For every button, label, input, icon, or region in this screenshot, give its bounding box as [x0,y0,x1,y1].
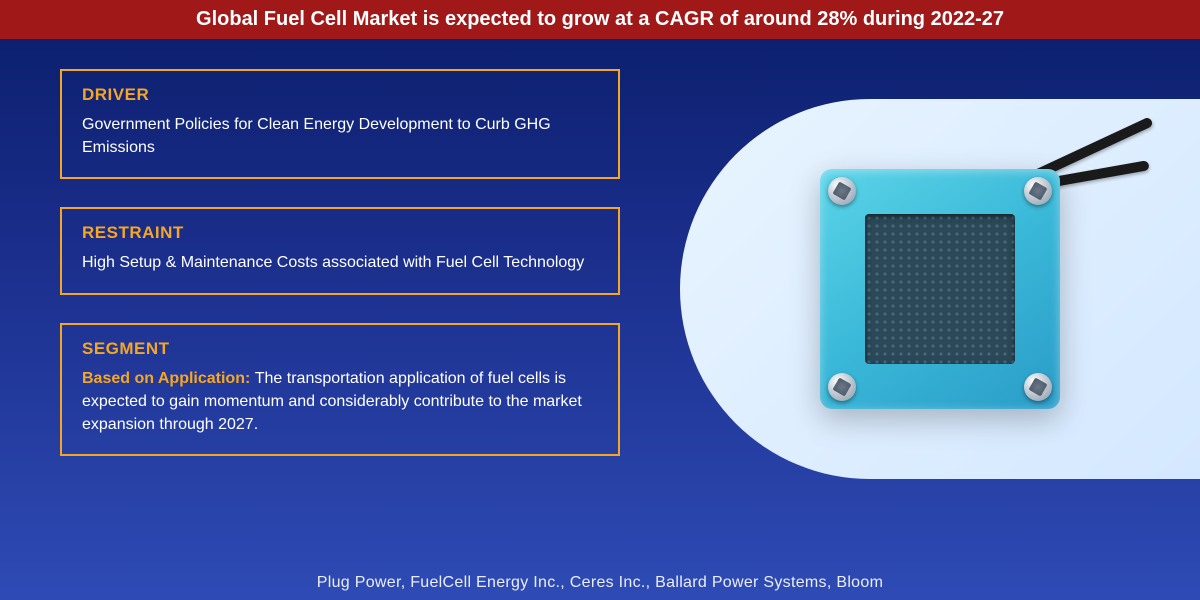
driver-body: Government Policies for Clean Energy Dev… [82,113,598,159]
device-body-icon [820,169,1060,409]
segment-lead: Based on Application: [82,370,255,387]
header-title: Global Fuel Cell Market is expected to g… [196,8,1004,30]
hero-image [680,99,1200,479]
segment-label: SEGMENT [82,339,598,359]
info-boxes-column: DRIVER Government Policies for Clean Ene… [60,69,620,456]
restraint-label: RESTRAINT [82,223,598,243]
bolt-icon [828,373,856,401]
header-title-bar: Global Fuel Cell Market is expected to g… [0,0,1200,39]
fuel-cell-device-icon [810,159,1070,419]
bolt-icon [828,177,856,205]
device-grid-icon [865,214,1015,364]
driver-label: DRIVER [82,85,598,105]
bolt-icon [1024,177,1052,205]
footer-companies: Plug Power, FuelCell Energy Inc., Ceres … [0,574,1200,592]
segment-box: SEGMENT Based on Application: The transp… [60,323,620,457]
infographic-container: Global Fuel Cell Market is expected to g… [0,0,1200,600]
content-area: DRIVER Government Policies for Clean Ene… [0,39,1200,595]
driver-box: DRIVER Government Policies for Clean Ene… [60,69,620,179]
restraint-body: High Setup & Maintenance Costs associate… [82,251,598,274]
bolt-icon [1024,373,1052,401]
restraint-box: RESTRAINT High Setup & Maintenance Costs… [60,207,620,294]
segment-body: Based on Application: The transportation… [82,367,598,437]
